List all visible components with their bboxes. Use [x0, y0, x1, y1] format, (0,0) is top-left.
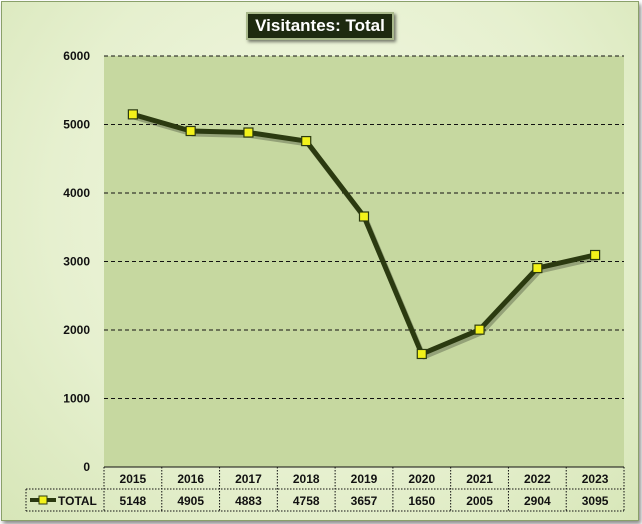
y-tick-label: 0: [83, 460, 90, 474]
table-value-cell: 4883: [235, 494, 262, 508]
table-value-cell: 5148: [120, 494, 147, 508]
legend-series-label: TOTAL: [58, 494, 97, 508]
data-point-marker: [474, 324, 485, 335]
y-tick-label: 3000: [63, 255, 90, 269]
y-tick-label: 4000: [63, 186, 90, 200]
data-point-marker: [243, 127, 254, 138]
series-total: [127, 109, 601, 360]
data-point-marker: [532, 262, 543, 274]
y-axis-ticks: 0 1000 2000 3000 4000 5000 6000: [63, 49, 90, 474]
chart-title: Visitantes: Total: [246, 12, 394, 40]
data-point-marker: [590, 249, 601, 261]
data-point-marker: [416, 348, 427, 360]
table-value-cell: 3095: [582, 494, 609, 508]
data-point-marker: [301, 135, 312, 147]
table-category-label: 2015: [120, 472, 147, 486]
table-category-label: 2018: [293, 472, 320, 486]
data-point-marker: [185, 125, 196, 137]
table-value-cell: 2005: [466, 494, 493, 508]
table-category-label: 2017: [235, 472, 262, 486]
legend-marker-key: [38, 495, 48, 505]
y-tick-label: 2000: [63, 323, 90, 337]
table-category-label: 2023: [582, 472, 609, 486]
gridlines: [104, 55, 624, 399]
table-category-label: 2022: [524, 472, 551, 486]
data-point-marker: [127, 109, 138, 120]
table-category-label: 2016: [177, 472, 204, 486]
table-value-cell: 2904: [524, 494, 551, 508]
table-value-cell: 1650: [408, 494, 435, 508]
y-tick-label: 6000: [63, 49, 90, 63]
table-category-label: 2019: [351, 472, 378, 486]
table-category-label: 2020: [408, 472, 435, 486]
table-category-label: 2021: [466, 472, 493, 486]
data-point-marker: [358, 211, 370, 222]
data-table: 2015 2016 2017 2018 2019 2020 2021 2022 2023 5148…: [25, 466, 625, 512]
y-tick-label: 1000: [63, 392, 90, 406]
y-tick-label: 5000: [63, 118, 90, 132]
table-value-cell: 4758: [293, 494, 320, 508]
table-value-cell: 4905: [177, 494, 204, 508]
table-value-cell: 3657: [351, 494, 378, 508]
